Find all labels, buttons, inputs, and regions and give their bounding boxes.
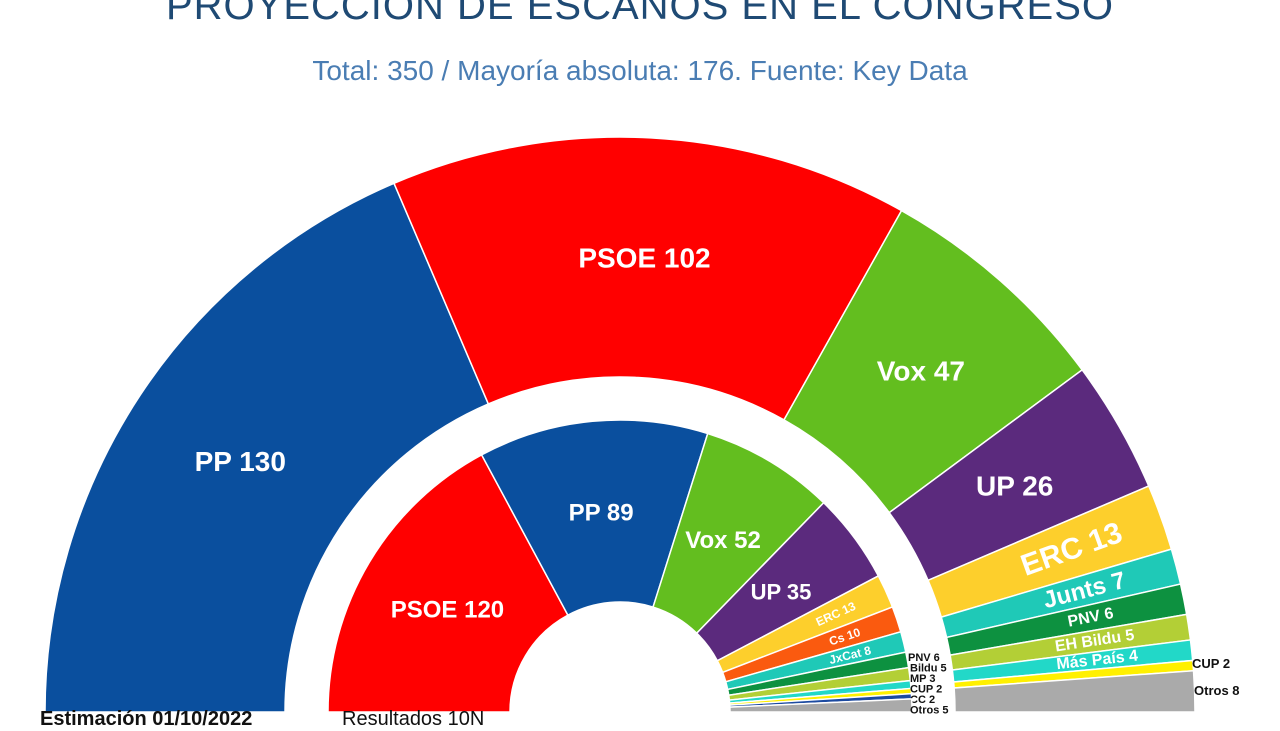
slice-inner-psoe (327, 453, 569, 713)
label-inner-bildu: Bildu 5 (910, 663, 947, 675)
slice-outer-psoe (393, 136, 903, 421)
label-inner-cc: CC 2 (910, 694, 935, 706)
label-inner-otros: Otros 5 (910, 705, 949, 717)
label-outer-psoe: PSOE 102 (578, 242, 710, 273)
label-inner-mp: MP 3 (910, 673, 935, 685)
label-inner-vox: Vox 52 (685, 527, 761, 554)
label-inner-up: UP 35 (751, 579, 812, 604)
label-outer-otros: Otros 8 (1194, 683, 1240, 698)
slice-inner-pp (480, 419, 709, 617)
chart-subtitle: Total: 350 / Mayoría absoluta: 176. Fuen… (312, 55, 968, 86)
label-inner-pnv: PNV 6 (908, 652, 940, 664)
label-outer-vox: Vox 47 (877, 355, 965, 386)
label-outer-cup: CUP 2 (1192, 656, 1230, 671)
slice-outer-otros (953, 669, 1196, 713)
label-inner-pp: PP 89 (569, 499, 634, 526)
label-outer-up: UP 26 (976, 470, 1053, 501)
label-outer-pp: PP 130 (195, 446, 286, 477)
chart-title: PROYECCIÓN DE ESCAÑOS EN EL CONGRESO (165, 0, 1115, 28)
slice-outer-pp (44, 182, 490, 713)
label-inner-psoe: PSOE 120 (391, 596, 504, 623)
slice-inner-otros (729, 698, 913, 713)
label-inner-cup: CUP 2 (910, 684, 942, 696)
